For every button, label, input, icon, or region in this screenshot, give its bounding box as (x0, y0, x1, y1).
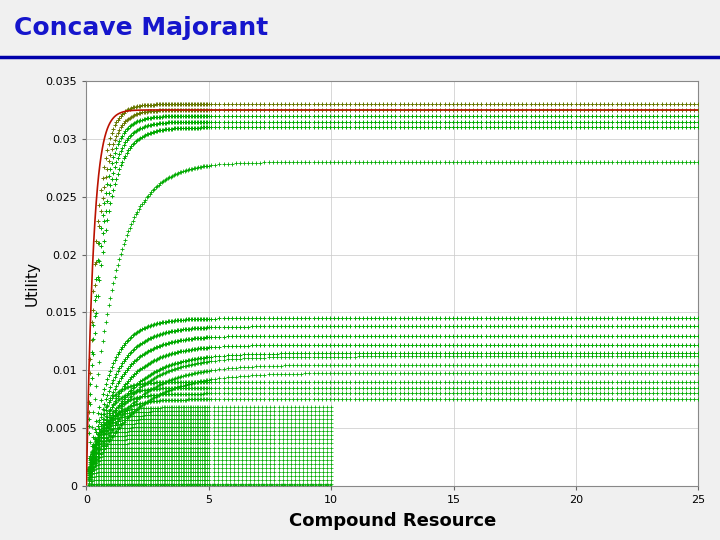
Text: Concave Majorant: Concave Majorant (14, 16, 269, 40)
Y-axis label: Utility: Utility (25, 261, 40, 306)
X-axis label: Compound Resource: Compound Resource (289, 512, 496, 530)
